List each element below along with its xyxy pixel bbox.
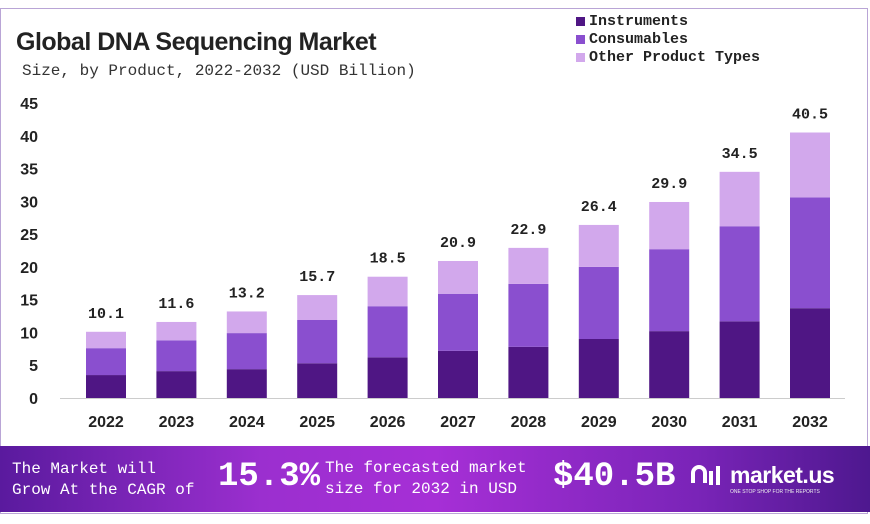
x-tick-label: 2022 [88,414,124,431]
x-tick-label: 2030 [651,414,687,431]
bar-segment-other-product-types [719,171,760,227]
bar-segment-instruments [297,363,338,398]
bar-segment-consumables [578,266,619,339]
bar-segment-instruments [508,346,549,398]
legend-item-consumables: Consumables [576,30,760,48]
bar-segment-instruments [438,350,478,398]
bar-segment-consumables [156,340,197,372]
x-tick-label: 2025 [299,414,335,431]
x-tick-label: 2032 [792,414,828,431]
y-tick-label: 5 [29,358,38,375]
cagr-text-line1: The Market will [12,460,157,478]
brand-name: market.us [730,462,835,488]
cagr-text: The Market will Grow At the CAGR of [12,459,194,501]
y-tick-label: 35 [20,162,38,179]
cagr-value: 15.3% [218,458,321,496]
bar-segment-other-product-types [367,276,408,307]
bar-segment-instruments [156,371,197,398]
brand-tagline: ONE STOP SHOP FOR THE REPORTS [730,489,820,495]
y-tick-label: 0 [29,391,38,408]
legend-item-instruments: Instruments [576,12,760,30]
bar-segment-other-product-types [156,321,197,341]
bar-segment-instruments [719,321,760,398]
legend-label: Consumables [589,30,689,48]
x-tick-label: 2028 [511,414,547,431]
bar-segment-other-product-types [649,201,690,250]
data-label: 34.5 [722,146,758,163]
x-tick-label: 2031 [722,414,758,431]
cagr-text-line2: Grow At the CAGR of [12,481,195,499]
x-tick-label: 2026 [370,414,406,431]
bar-segment-other-product-types [790,132,830,198]
bar-segment-instruments [578,339,619,398]
data-label: 15.7 [299,269,335,286]
bar-segment-consumables [86,348,126,376]
x-tick-label: 2023 [159,414,195,431]
data-label: 10.1 [88,306,124,323]
bar-segment-other-product-types [226,311,267,334]
legend-item-other: Other Product Types [576,48,760,66]
bar-segment-consumables [297,319,338,364]
y-tick-label: 30 [20,194,38,211]
y-tick-label: 40 [20,129,38,146]
y-tick-label: 25 [20,227,38,244]
bar-segment-instruments [226,369,267,398]
forecast-text-line2: size for 2032 in USD [325,480,518,498]
forecast-value: $40.5B [553,458,676,496]
bar-segment-instruments [86,375,126,398]
y-tick-label: 10 [20,325,38,342]
data-label: 18.5 [370,251,406,268]
bar-segment-instruments [367,357,408,398]
bar-segment-other-product-types [578,224,619,267]
legend-label: Other Product Types [589,48,761,66]
bar-segment-instruments [649,331,690,398]
bar-segment-other-product-types [297,295,338,320]
legend-swatch [576,52,585,62]
data-label: 20.9 [440,235,476,252]
x-tick-label: 2029 [581,414,617,431]
data-label: 26.4 [581,199,617,216]
data-label: 29.9 [651,176,687,193]
x-tick-label: 2024 [229,414,265,431]
data-label: 22.9 [510,222,546,239]
x-tick-label: 2027 [440,414,476,431]
bar-segment-other-product-types [86,331,126,349]
bar-segment-other-product-types [508,247,549,284]
bar-segment-consumables [367,306,408,358]
bar-chart: 05101520253035404510.1202211.6202313.220… [20,96,845,431]
data-label: 11.6 [158,296,194,313]
bar-segment-consumables [438,293,478,351]
bar-segment-consumables [649,249,690,332]
data-label: 13.2 [229,285,265,302]
legend-swatch [576,16,585,26]
legend: Instruments Consumables Other Product Ty… [576,12,760,66]
legend-swatch [576,34,585,44]
footer-banner: The Market will Grow At the CAGR of 15.3… [0,446,870,512]
forecast-text: The forecasted market size for 2032 in U… [325,458,527,500]
brand-logo: market.us ONE STOP SHOP FOR THE REPORTS [690,462,835,495]
y-tick-label: 15 [20,293,38,310]
legend-label: Instruments [589,12,689,30]
data-label: 40.5 [792,107,828,124]
forecast-text-line1: The forecasted market [325,459,527,477]
chart-title: Global DNA Sequencing Market [16,28,377,56]
chart-subtitle: Size, by Product, 2022-2032 (USD Billion… [22,62,416,80]
y-tick-label: 45 [20,96,38,113]
bar-segment-consumables [719,226,760,322]
bar-segment-instruments [790,308,830,398]
bar-segment-consumables [226,333,267,370]
bar-segment-other-product-types [438,260,478,294]
brand-logo-icon [691,464,720,485]
bar-segment-consumables [790,197,830,309]
y-tick-label: 20 [20,260,38,277]
chart-frame [0,8,868,514]
bar-segment-consumables [508,283,549,347]
